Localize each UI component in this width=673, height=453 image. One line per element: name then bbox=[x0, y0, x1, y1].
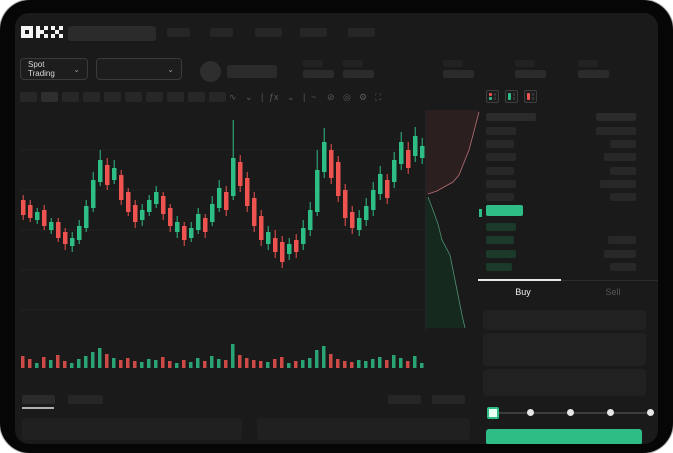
coin-avatar bbox=[200, 61, 221, 82]
buy-tab-indicator bbox=[478, 279, 561, 281]
timeframe-button[interactable] bbox=[62, 92, 79, 102]
timeframe-button[interactable] bbox=[167, 92, 184, 102]
depth-panel bbox=[425, 110, 481, 330]
ask-price bbox=[486, 166, 514, 175]
settings-gear-icon[interactable]: ⚙ bbox=[359, 92, 368, 102]
timeframe-button[interactable] bbox=[20, 92, 37, 102]
market-type-dropdown[interactable]: Spot Trading ⌄ bbox=[20, 58, 88, 80]
okx-logo-glyphs bbox=[21, 26, 63, 38]
stat-value bbox=[343, 70, 374, 78]
ask-amount bbox=[600, 179, 636, 188]
nav-item[interactable] bbox=[300, 28, 327, 37]
camera-icon[interactable]: ◎ bbox=[343, 92, 351, 102]
order-amount-field[interactable] bbox=[483, 333, 646, 366]
orderbook-price-header bbox=[486, 113, 536, 121]
nav-item[interactable] bbox=[255, 28, 282, 37]
depth-chart bbox=[426, 110, 480, 329]
timeframe-button[interactable] bbox=[83, 92, 100, 102]
stat-value bbox=[515, 70, 546, 78]
nav-item[interactable] bbox=[348, 28, 375, 37]
bid-price bbox=[486, 236, 514, 245]
timeframe-button[interactable] bbox=[188, 92, 205, 102]
stat-value bbox=[578, 70, 609, 78]
stat-value bbox=[303, 70, 334, 78]
orderbook-view-asks-icon[interactable] bbox=[524, 90, 537, 103]
ask-price bbox=[486, 127, 516, 135]
stat-label bbox=[443, 60, 463, 67]
timeframe-button[interactable] bbox=[125, 92, 142, 102]
divider: | bbox=[303, 92, 306, 102]
tab-buy[interactable]: Buy bbox=[515, 287, 531, 297]
app-screen: Spot Trading ⌄ ⌄ ∿ ⌄ | ƒx ⌄ | ~ ⊘ ◎ ⚙ ⛶ bbox=[15, 13, 658, 444]
order-price-field[interactable] bbox=[483, 310, 646, 330]
stat-value bbox=[443, 70, 474, 78]
ask-amount bbox=[604, 153, 636, 162]
ask-amount bbox=[610, 166, 636, 175]
last-price-bar bbox=[486, 205, 523, 216]
ask-price bbox=[486, 193, 514, 201]
indicator-fx-icon[interactable]: ƒx bbox=[269, 92, 279, 102]
stat-label bbox=[515, 60, 535, 67]
bid-price bbox=[486, 262, 512, 271]
market-type-label: Spot Trading bbox=[28, 60, 55, 78]
ask-amount bbox=[610, 193, 636, 201]
slider-step-dot[interactable] bbox=[607, 409, 614, 416]
bottom-tab-history[interactable] bbox=[68, 395, 103, 404]
bid-price bbox=[486, 249, 516, 258]
ask-amount bbox=[596, 127, 636, 135]
stat-label bbox=[303, 60, 323, 67]
bottom-panel-left bbox=[22, 418, 242, 440]
bid-price bbox=[486, 223, 516, 231]
line-tool-icon[interactable]: ~ bbox=[311, 92, 317, 102]
pair-selector-dropdown[interactable]: ⌄ bbox=[96, 58, 182, 80]
slider-step-dot[interactable] bbox=[567, 409, 574, 416]
search-input[interactable] bbox=[68, 26, 156, 41]
chevron-down-icon: ⌄ bbox=[167, 64, 174, 74]
bottom-tab-indicator bbox=[22, 407, 54, 409]
timeframe-button[interactable] bbox=[41, 92, 58, 102]
ask-price bbox=[486, 153, 516, 162]
slider-step-dot[interactable] bbox=[647, 409, 654, 416]
slider-handle[interactable] bbox=[487, 407, 499, 419]
ask-amount bbox=[610, 140, 636, 149]
tab-divider bbox=[478, 280, 658, 281]
fullscreen-icon[interactable]: ⛶ bbox=[375, 92, 382, 102]
bottom-tab-open-orders[interactable] bbox=[22, 395, 55, 404]
stat-label bbox=[578, 60, 598, 67]
bottom-action[interactable] bbox=[432, 395, 465, 404]
last-price-tick bbox=[479, 209, 482, 217]
candlestick-chart[interactable] bbox=[20, 110, 425, 375]
ask-price bbox=[486, 179, 516, 188]
chevron-down-icon[interactable]: ⌄ bbox=[245, 92, 253, 102]
pair-name-placeholder bbox=[227, 65, 277, 78]
candle-style-icon[interactable]: ∿ bbox=[229, 92, 237, 102]
okx-logo bbox=[20, 24, 64, 40]
orderbook-view-bids-icon[interactable] bbox=[505, 90, 518, 103]
bottom-action[interactable] bbox=[388, 395, 421, 404]
amount-slider[interactable] bbox=[487, 407, 654, 419]
tab-sell[interactable]: Sell bbox=[605, 287, 621, 297]
chevron-down-icon[interactable]: ⌄ bbox=[287, 92, 295, 102]
bid-amount bbox=[608, 236, 636, 245]
ask-price bbox=[486, 140, 514, 149]
buy-submit-button[interactable] bbox=[486, 429, 642, 444]
order-total-field[interactable] bbox=[483, 369, 646, 396]
orderbook-amount-header bbox=[596, 113, 636, 121]
nav-item[interactable] bbox=[167, 28, 190, 37]
draw-tool-icon[interactable]: ⊘ bbox=[327, 92, 335, 102]
stat-label bbox=[343, 60, 363, 67]
chevron-down-icon: ⌄ bbox=[73, 64, 80, 74]
slider-step-dot[interactable] bbox=[527, 409, 534, 416]
timeframe-button[interactable] bbox=[146, 92, 163, 102]
timeframe-button[interactable] bbox=[209, 92, 226, 102]
orderbook-view-both-icon[interactable] bbox=[486, 90, 499, 103]
bid-amount bbox=[604, 249, 636, 258]
bottom-panel-right bbox=[257, 418, 470, 440]
divider: | bbox=[261, 92, 264, 102]
timeframe-button[interactable] bbox=[104, 92, 121, 102]
bid-amount bbox=[610, 262, 636, 271]
nav-item[interactable] bbox=[210, 28, 233, 37]
